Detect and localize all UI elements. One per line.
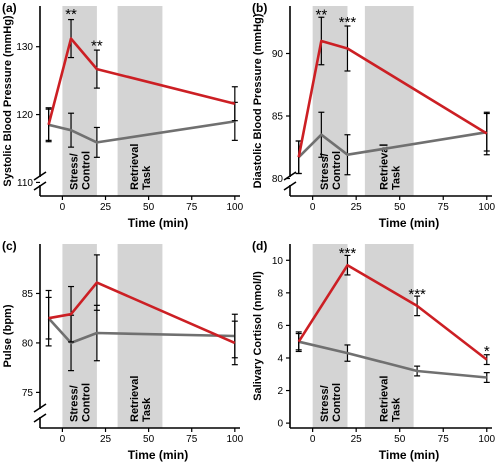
significance-marker: ***: [339, 14, 357, 31]
axis-break-mark: [33, 181, 47, 191]
y-tick-label: 80: [272, 174, 284, 185]
series-line-control: [297, 130, 488, 159]
y-tick-label: 80: [22, 338, 34, 349]
x-tick-label: 25: [351, 434, 363, 445]
shaded-region-label: Retrieval Task: [129, 140, 153, 190]
panel-label: (b): [252, 1, 267, 15]
axis-break-mark: [283, 181, 297, 191]
x-axis-label: Time (min): [128, 448, 188, 462]
y-tick-label: 8: [277, 288, 283, 299]
shaded-region: [117, 6, 163, 196]
x-tick-label: 0: [310, 434, 316, 445]
y-tick-label: 130: [16, 42, 33, 53]
y-tick-label: 2: [277, 386, 283, 397]
x-tick-label: 0: [60, 202, 66, 213]
x-tick-label: 100: [478, 202, 495, 213]
y-tick-label: 90: [272, 49, 284, 60]
y-tick-label: 75: [22, 388, 34, 399]
series-line-stress: [297, 39, 488, 158]
panel-label: (c): [2, 239, 17, 253]
significance-marker: ***: [339, 245, 357, 262]
shaded-region: [312, 6, 348, 196]
shaded-region: [117, 244, 163, 428]
significance-marker: **: [316, 7, 328, 24]
y-tick-label: 0: [277, 419, 283, 430]
y-tick-label: 6: [277, 321, 283, 332]
shaded-region-label: Stress/ Control: [69, 382, 93, 422]
x-tick-label: 50: [394, 434, 406, 445]
y-tick-label: 110: [17, 178, 33, 189]
series-line-stress: [47, 37, 236, 126]
shaded-region-label: Stress/ Control: [69, 150, 93, 190]
axis-break-mark: [33, 403, 47, 413]
x-tick-label: 0: [60, 434, 66, 445]
series-line-stress: [297, 263, 488, 361]
series-line-stress: [48, 281, 236, 345]
panel-label: (d): [252, 239, 267, 253]
shaded-region-label: Retrieval Task: [129, 372, 153, 422]
y-axis-label: Systolic Blood Pressure (mmHg): [2, 15, 14, 186]
panel-b: Stress/ Control Retrieval Task 0 25 50 75 100 8…: [252, 1, 496, 230]
y-tick-label: 85: [22, 289, 34, 300]
panel-c: Stress/ Control Retrieval Task 0 25 50 75 100 7…: [2, 239, 244, 462]
x-tick-label: 75: [186, 202, 198, 213]
x-tick-label: 100: [478, 434, 495, 445]
y-tick-label: 85: [272, 112, 284, 123]
shaded-region-label: Stress/ Control: [319, 150, 343, 190]
y-axis-label: Salivary Cortisol (nmol/l): [252, 271, 264, 401]
x-axis-label: Time (min): [379, 216, 439, 230]
x-tick-label: 100: [226, 434, 243, 445]
panel-a: Stress/ Control Retrieval Task 0 25 50 75 100 1…: [2, 1, 244, 230]
x-tick-label: 50: [394, 202, 406, 213]
x-tick-label: 25: [100, 434, 112, 445]
x-axis-label: Time (min): [128, 216, 188, 230]
significance-marker: **: [91, 38, 103, 55]
series-line-control: [47, 317, 235, 345]
series-line-control: [298, 340, 487, 379]
y-tick-label: 4: [277, 353, 283, 364]
shaded-region: [364, 244, 414, 428]
x-tick-label: 25: [100, 202, 112, 213]
x-tick-label: 50: [143, 434, 155, 445]
shaded-region: [62, 6, 97, 196]
x-tick-label: 50: [143, 202, 155, 213]
x-tick-label: 75: [438, 202, 450, 213]
y-axis-label: Pulse (bpm): [2, 304, 14, 367]
axis-break-mark: [33, 413, 47, 423]
x-tick-label: 0: [310, 202, 316, 213]
significance-marker: ***: [408, 286, 426, 303]
panel-d: Stress/ Control Retrieval Task 0 25 50 75 100 0…: [252, 239, 496, 462]
panel-label: (a): [2, 1, 17, 15]
significance-marker: *: [484, 343, 490, 360]
shaded-region-label: Retrieval Task: [378, 140, 402, 190]
y-axis-label: Diastolic Blood Pressure (mmHg): [252, 13, 264, 188]
shaded-region-label: Stress/ Control: [319, 382, 343, 422]
x-axis-label: Time (min): [379, 448, 439, 462]
significance-marker: **: [65, 6, 77, 23]
x-tick-label: 75: [186, 434, 198, 445]
y-tick-label: 120: [16, 110, 33, 121]
axis-break-mark: [33, 171, 47, 181]
x-tick-label: 75: [438, 434, 450, 445]
series-line-control: [48, 120, 235, 144]
y-tick-label: 10: [272, 256, 284, 267]
shaded-region: [364, 6, 414, 196]
x-tick-label: 25: [351, 202, 363, 213]
x-tick-label: 100: [226, 202, 243, 213]
shaded-region-label: Retrieval Task: [378, 372, 402, 422]
